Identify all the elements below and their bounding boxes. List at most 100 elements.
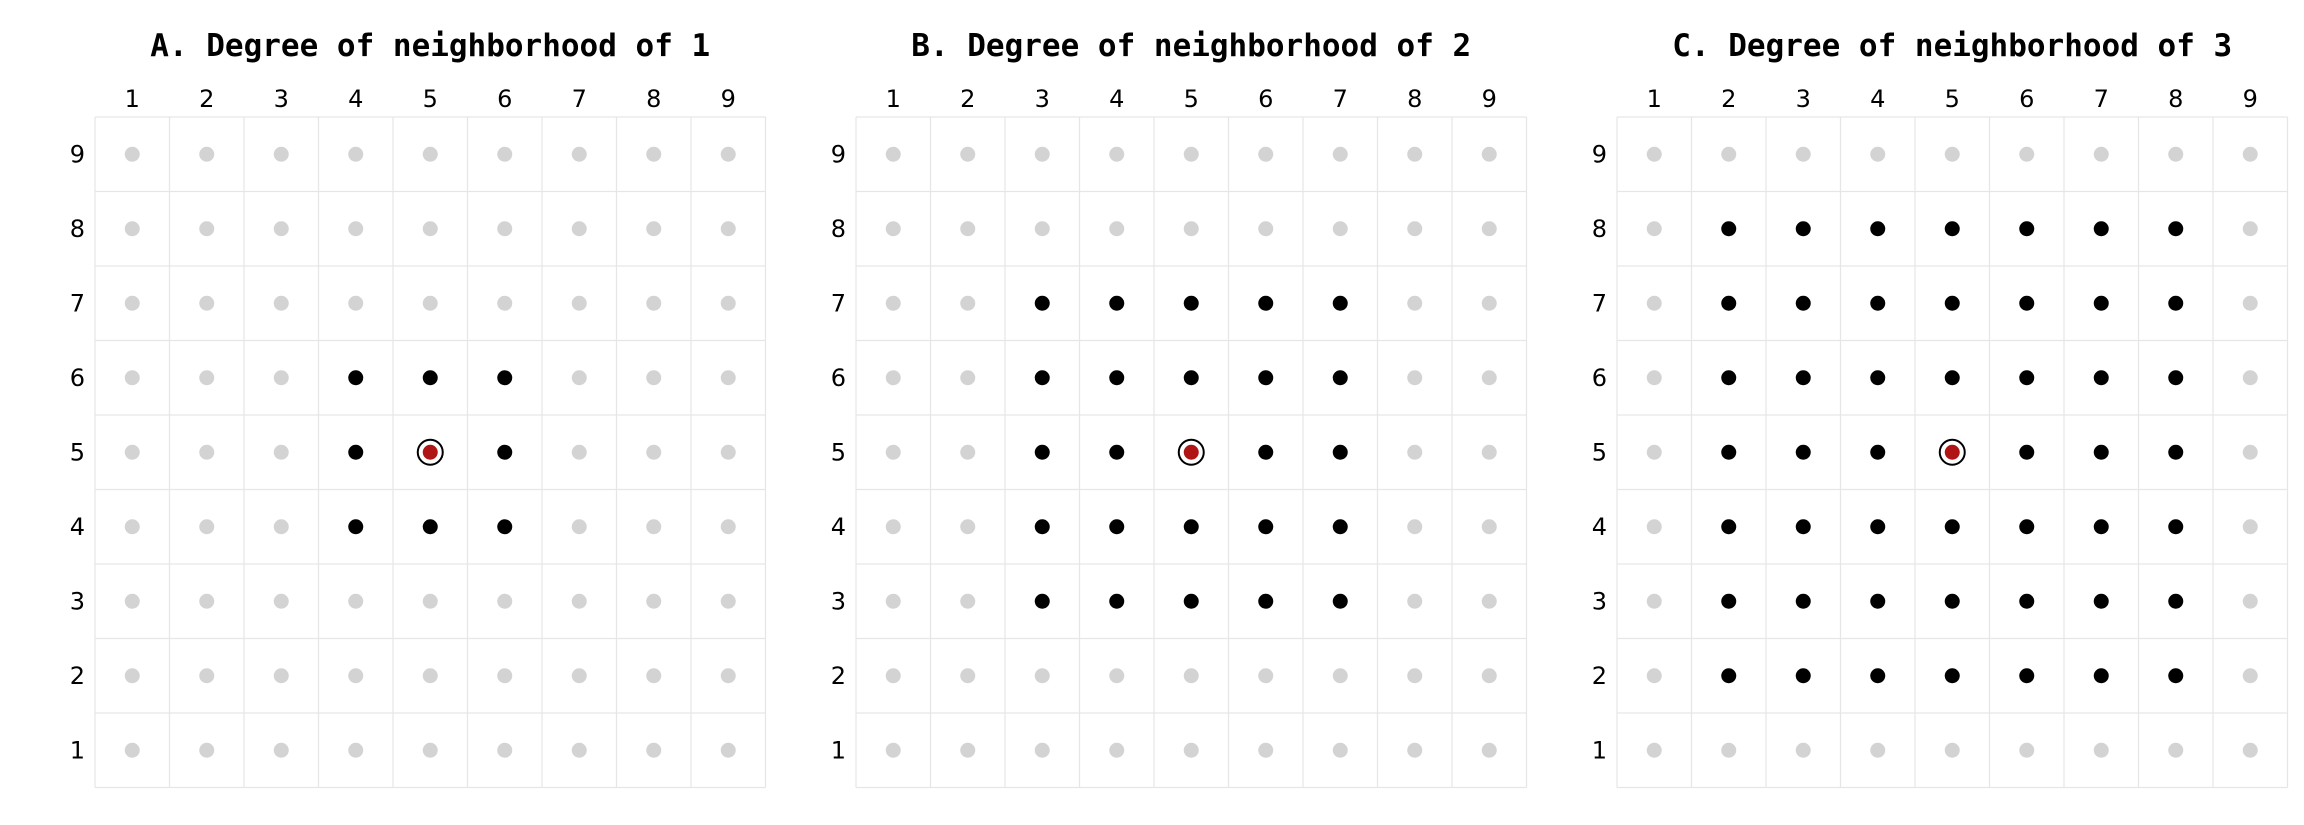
neighbor-point <box>1721 519 1737 535</box>
inactive-point <box>646 295 662 311</box>
inactive-point <box>885 444 901 460</box>
grid <box>855 116 1528 789</box>
inactive-point <box>2168 146 2184 162</box>
y-tick-label: 6 <box>70 364 85 392</box>
y-tick-label: 8 <box>831 215 846 243</box>
inactive-point <box>885 221 901 237</box>
y-tick-label: 6 <box>1592 364 1607 392</box>
neighbor-point <box>1870 668 1886 684</box>
inactive-point <box>646 519 662 535</box>
neighbor-point <box>1109 444 1125 460</box>
inactive-point <box>2242 742 2258 758</box>
x-tick-label: 3 <box>1796 85 1811 113</box>
x-tick-label: 7 <box>1333 85 1348 113</box>
neighbor-point <box>2093 668 2109 684</box>
x-tick-label: 9 <box>2243 85 2258 113</box>
x-tick-label: 3 <box>1035 85 1050 113</box>
inactive-point <box>1109 146 1125 162</box>
neighbor-point <box>2019 444 2035 460</box>
inactive-point <box>497 593 513 609</box>
neighbor-point <box>348 370 364 386</box>
inactive-point <box>720 295 736 311</box>
neighbor-point <box>1183 370 1199 386</box>
inactive-point <box>199 519 215 535</box>
inactive-point <box>1332 146 1348 162</box>
inactive-point <box>422 742 438 758</box>
neighbor-point <box>2093 593 2109 609</box>
inactive-point <box>571 221 587 237</box>
y-tick-label: 1 <box>70 736 85 764</box>
x-tick-label: 4 <box>348 85 363 113</box>
neighbor-point <box>1183 593 1199 609</box>
neighbor-point <box>1332 519 1348 535</box>
inactive-point <box>960 742 976 758</box>
neighbor-point <box>1795 221 1811 237</box>
inactive-point <box>1646 444 1662 460</box>
inactive-point <box>1258 146 1274 162</box>
neighbor-point <box>1109 519 1125 535</box>
inactive-point <box>720 221 736 237</box>
inactive-point <box>1795 146 1811 162</box>
inactive-point <box>646 146 662 162</box>
inactive-point <box>273 221 289 237</box>
inactive-point <box>2093 742 2109 758</box>
neighbor-point <box>2019 668 2035 684</box>
neighbor-point <box>1721 370 1737 386</box>
neighbor-point <box>1258 370 1274 386</box>
inactive-point <box>885 593 901 609</box>
inactive-point <box>960 668 976 684</box>
neighbor-point <box>1795 519 1811 535</box>
inactive-point <box>1183 742 1199 758</box>
neighbor-point <box>1944 668 1960 684</box>
inactive-point <box>422 593 438 609</box>
inactive-point <box>1481 593 1497 609</box>
x-tick-label: 1 <box>886 85 901 113</box>
x-tick-label: 7 <box>2094 85 2109 113</box>
center-point <box>422 444 438 460</box>
inactive-point <box>1870 742 1886 758</box>
points <box>885 146 1497 758</box>
inactive-point <box>124 444 140 460</box>
inactive-point <box>199 668 215 684</box>
inactive-point <box>1481 742 1497 758</box>
panel-b: B. Degree of neighborhood of 2 1 2 3 4 5 6 7 8 9 9… <box>831 28 1528 789</box>
neighbor-point <box>497 444 513 460</box>
inactive-point <box>199 444 215 460</box>
inactive-point <box>348 668 364 684</box>
inactive-point <box>720 146 736 162</box>
y-tick-label: 8 <box>70 215 85 243</box>
inactive-point <box>1332 221 1348 237</box>
y-tick-label: 3 <box>70 587 85 615</box>
neighbor-point <box>1034 444 1050 460</box>
inactive-point <box>1646 221 1662 237</box>
inactive-point <box>422 295 438 311</box>
points <box>1646 146 2258 758</box>
neighbor-point <box>1870 444 1886 460</box>
inactive-point <box>1034 221 1050 237</box>
y-tick-label: 8 <box>1592 215 1607 243</box>
neighbor-point <box>2093 370 2109 386</box>
x-tick-label: 8 <box>1407 85 1422 113</box>
neighbor-point <box>1332 370 1348 386</box>
inactive-point <box>1034 146 1050 162</box>
inactive-point <box>885 742 901 758</box>
y-tick-label: 3 <box>831 587 846 615</box>
inactive-point <box>1109 742 1125 758</box>
inactive-point <box>960 519 976 535</box>
neighbor-point <box>1870 370 1886 386</box>
y-tick-label: 4 <box>1592 513 1607 541</box>
neighbor-point <box>1944 221 1960 237</box>
inactive-point <box>273 519 289 535</box>
inactive-point <box>1183 668 1199 684</box>
inactive-point <box>1721 146 1737 162</box>
inactive-point <box>885 295 901 311</box>
inactive-point <box>124 221 140 237</box>
center-point <box>1183 444 1199 460</box>
neighbor-point <box>1870 519 1886 535</box>
panel-title: B. Degree of neighborhood of 2 <box>911 28 1471 64</box>
neighbor-point <box>1721 221 1737 237</box>
grid <box>94 116 767 789</box>
inactive-point <box>885 519 901 535</box>
inactive-point <box>720 742 736 758</box>
inactive-point <box>1109 668 1125 684</box>
